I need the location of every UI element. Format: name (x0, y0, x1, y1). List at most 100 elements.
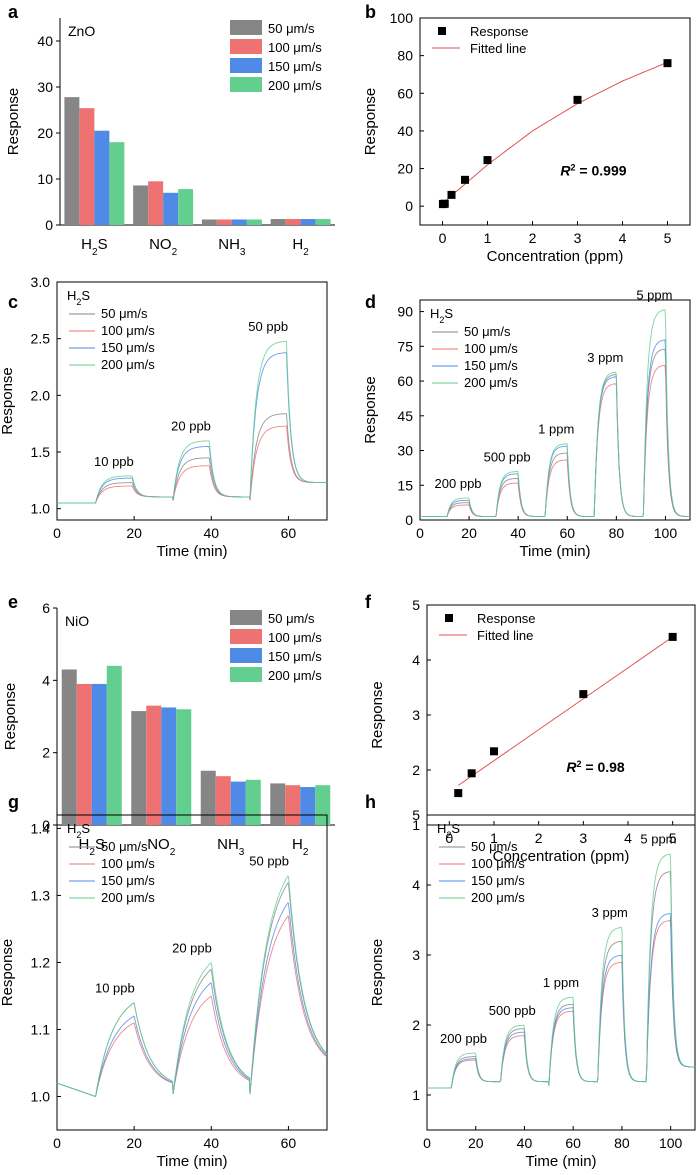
y-tick-label: 20 (37, 125, 53, 141)
r-squared-annotation: R2 = 0.98 (566, 759, 625, 775)
bar (200, 770, 216, 825)
fitted-line (457, 636, 673, 786)
y-axis-label: Response (2, 683, 19, 751)
response-curve (56, 902, 328, 1098)
x-tick-label: 4 (619, 230, 627, 246)
y-axis-label: Response (0, 939, 16, 1007)
bar (94, 130, 110, 225)
bar (79, 108, 95, 225)
x-category-label: NO2 (149, 236, 178, 258)
y-axis-label: Response (5, 88, 22, 156)
x-category-label: H2 (292, 236, 309, 258)
x-tick-label: 40 (510, 525, 526, 541)
y-axis-label: Response (369, 681, 386, 749)
y-tick-label: 4 (412, 652, 420, 668)
concentration-label: 1 ppm (543, 975, 579, 990)
x-tick-label: 0 (423, 1135, 431, 1151)
legend-label: 100 μm/s (464, 341, 518, 356)
y-tick-label: 3 (412, 947, 420, 963)
y-tick-label: 2 (412, 762, 420, 778)
x-tick-label: 60 (559, 525, 575, 541)
bar (91, 683, 107, 825)
data-point (467, 769, 476, 778)
y-tick-label: 2 (412, 1017, 420, 1033)
legend-label: 100 μm/s (471, 856, 525, 871)
legend-label: 200 μm/s (101, 890, 155, 905)
x-tick-label: 40 (203, 525, 219, 541)
concentration-label: 20 ppb (172, 940, 212, 955)
x-tick-label: 2 (529, 230, 537, 246)
x-tick-label: 80 (609, 525, 625, 541)
legend-label: 200 μm/s (101, 357, 155, 372)
y-tick-label: 0 (42, 817, 50, 833)
legend-label: 200 μm/s (471, 890, 525, 905)
concentration-label: 10 ppb (94, 454, 134, 469)
y-tick-label: 2 (42, 745, 50, 761)
y-tick-label: 60 (397, 85, 413, 101)
bar (133, 185, 149, 225)
data-point (483, 156, 492, 165)
legend-label: Response (477, 611, 536, 626)
bar (300, 787, 316, 825)
panel-c-frame (56, 281, 328, 521)
y-tick-label: 40 (37, 33, 53, 49)
concentration-label: 5 ppm (636, 287, 672, 302)
panel-h-frame (426, 814, 696, 1131)
legend-label: Fitted line (477, 628, 533, 643)
y-tick-label: 0 (45, 217, 53, 233)
y-tick-label: 1.4 (31, 820, 51, 836)
legend-label: 150 μm/s (471, 873, 525, 888)
bar (246, 219, 262, 225)
gas-label: H2S (67, 821, 90, 840)
panel-letter-a: a (8, 2, 19, 22)
legend-label: 150 μm/s (101, 873, 155, 888)
legend-label: 150 μm/s (464, 358, 518, 373)
legend-label: 50 μm/s (268, 21, 315, 36)
y-tick-label: 0 (405, 198, 413, 214)
y-tick-label: 1.3 (31, 887, 51, 903)
response-curve (57, 425, 327, 504)
bar (300, 219, 316, 225)
legend-swatch (230, 629, 262, 644)
x-category-label: H2S (79, 836, 105, 858)
x-axis-label: Time (min) (525, 1153, 596, 1170)
y-tick-label: 100 (390, 10, 414, 26)
y-tick-label: 75 (397, 338, 413, 354)
y-tick-label: 1.2 (31, 954, 51, 970)
legend-marker (445, 614, 453, 622)
concentration-label: 200 ppb (440, 1031, 487, 1046)
panel-b-frame (419, 17, 691, 226)
legend-swatch (230, 20, 262, 35)
concentration-label: 50 ppb (249, 853, 289, 868)
legend-swatch (230, 667, 262, 682)
x-category-label: NO2 (147, 836, 176, 858)
x-category-label: H2S (81, 236, 107, 258)
x-axis-label: Concentration (ppm) (487, 248, 624, 265)
legend-label: 200 μm/s (268, 668, 322, 683)
x-tick-label: 20 (126, 525, 142, 541)
x-tick-label: 60 (565, 1135, 581, 1151)
y-tick-label: 20 (397, 161, 413, 177)
response-curve (427, 853, 695, 1089)
x-tick-label: 0 (439, 230, 447, 246)
y-tick-label: 45 (397, 408, 413, 424)
r-squared-annotation: R2 = 0.999 (560, 162, 626, 178)
y-axis-label: Response (0, 367, 16, 435)
x-axis-label: Time (min) (156, 543, 227, 560)
y-tick-label: 1.0 (31, 501, 51, 517)
y-tick-label: 5 (412, 597, 420, 613)
y-tick-label: 2.0 (31, 387, 51, 403)
y-tick-label: 10 (37, 171, 53, 187)
concentration-label: 1 ppm (538, 422, 574, 437)
gas-label: H2S (430, 306, 453, 325)
response-curve (57, 413, 327, 504)
x-tick-label: 1 (484, 230, 492, 246)
bar (64, 97, 80, 225)
x-axis-label: Time (min) (156, 1153, 227, 1170)
x-tick-label: 100 (654, 525, 678, 541)
bar (285, 785, 301, 825)
bar (146, 705, 162, 825)
bar (148, 181, 164, 225)
response-curve (427, 871, 695, 1089)
y-tick-label: 4 (42, 672, 50, 688)
